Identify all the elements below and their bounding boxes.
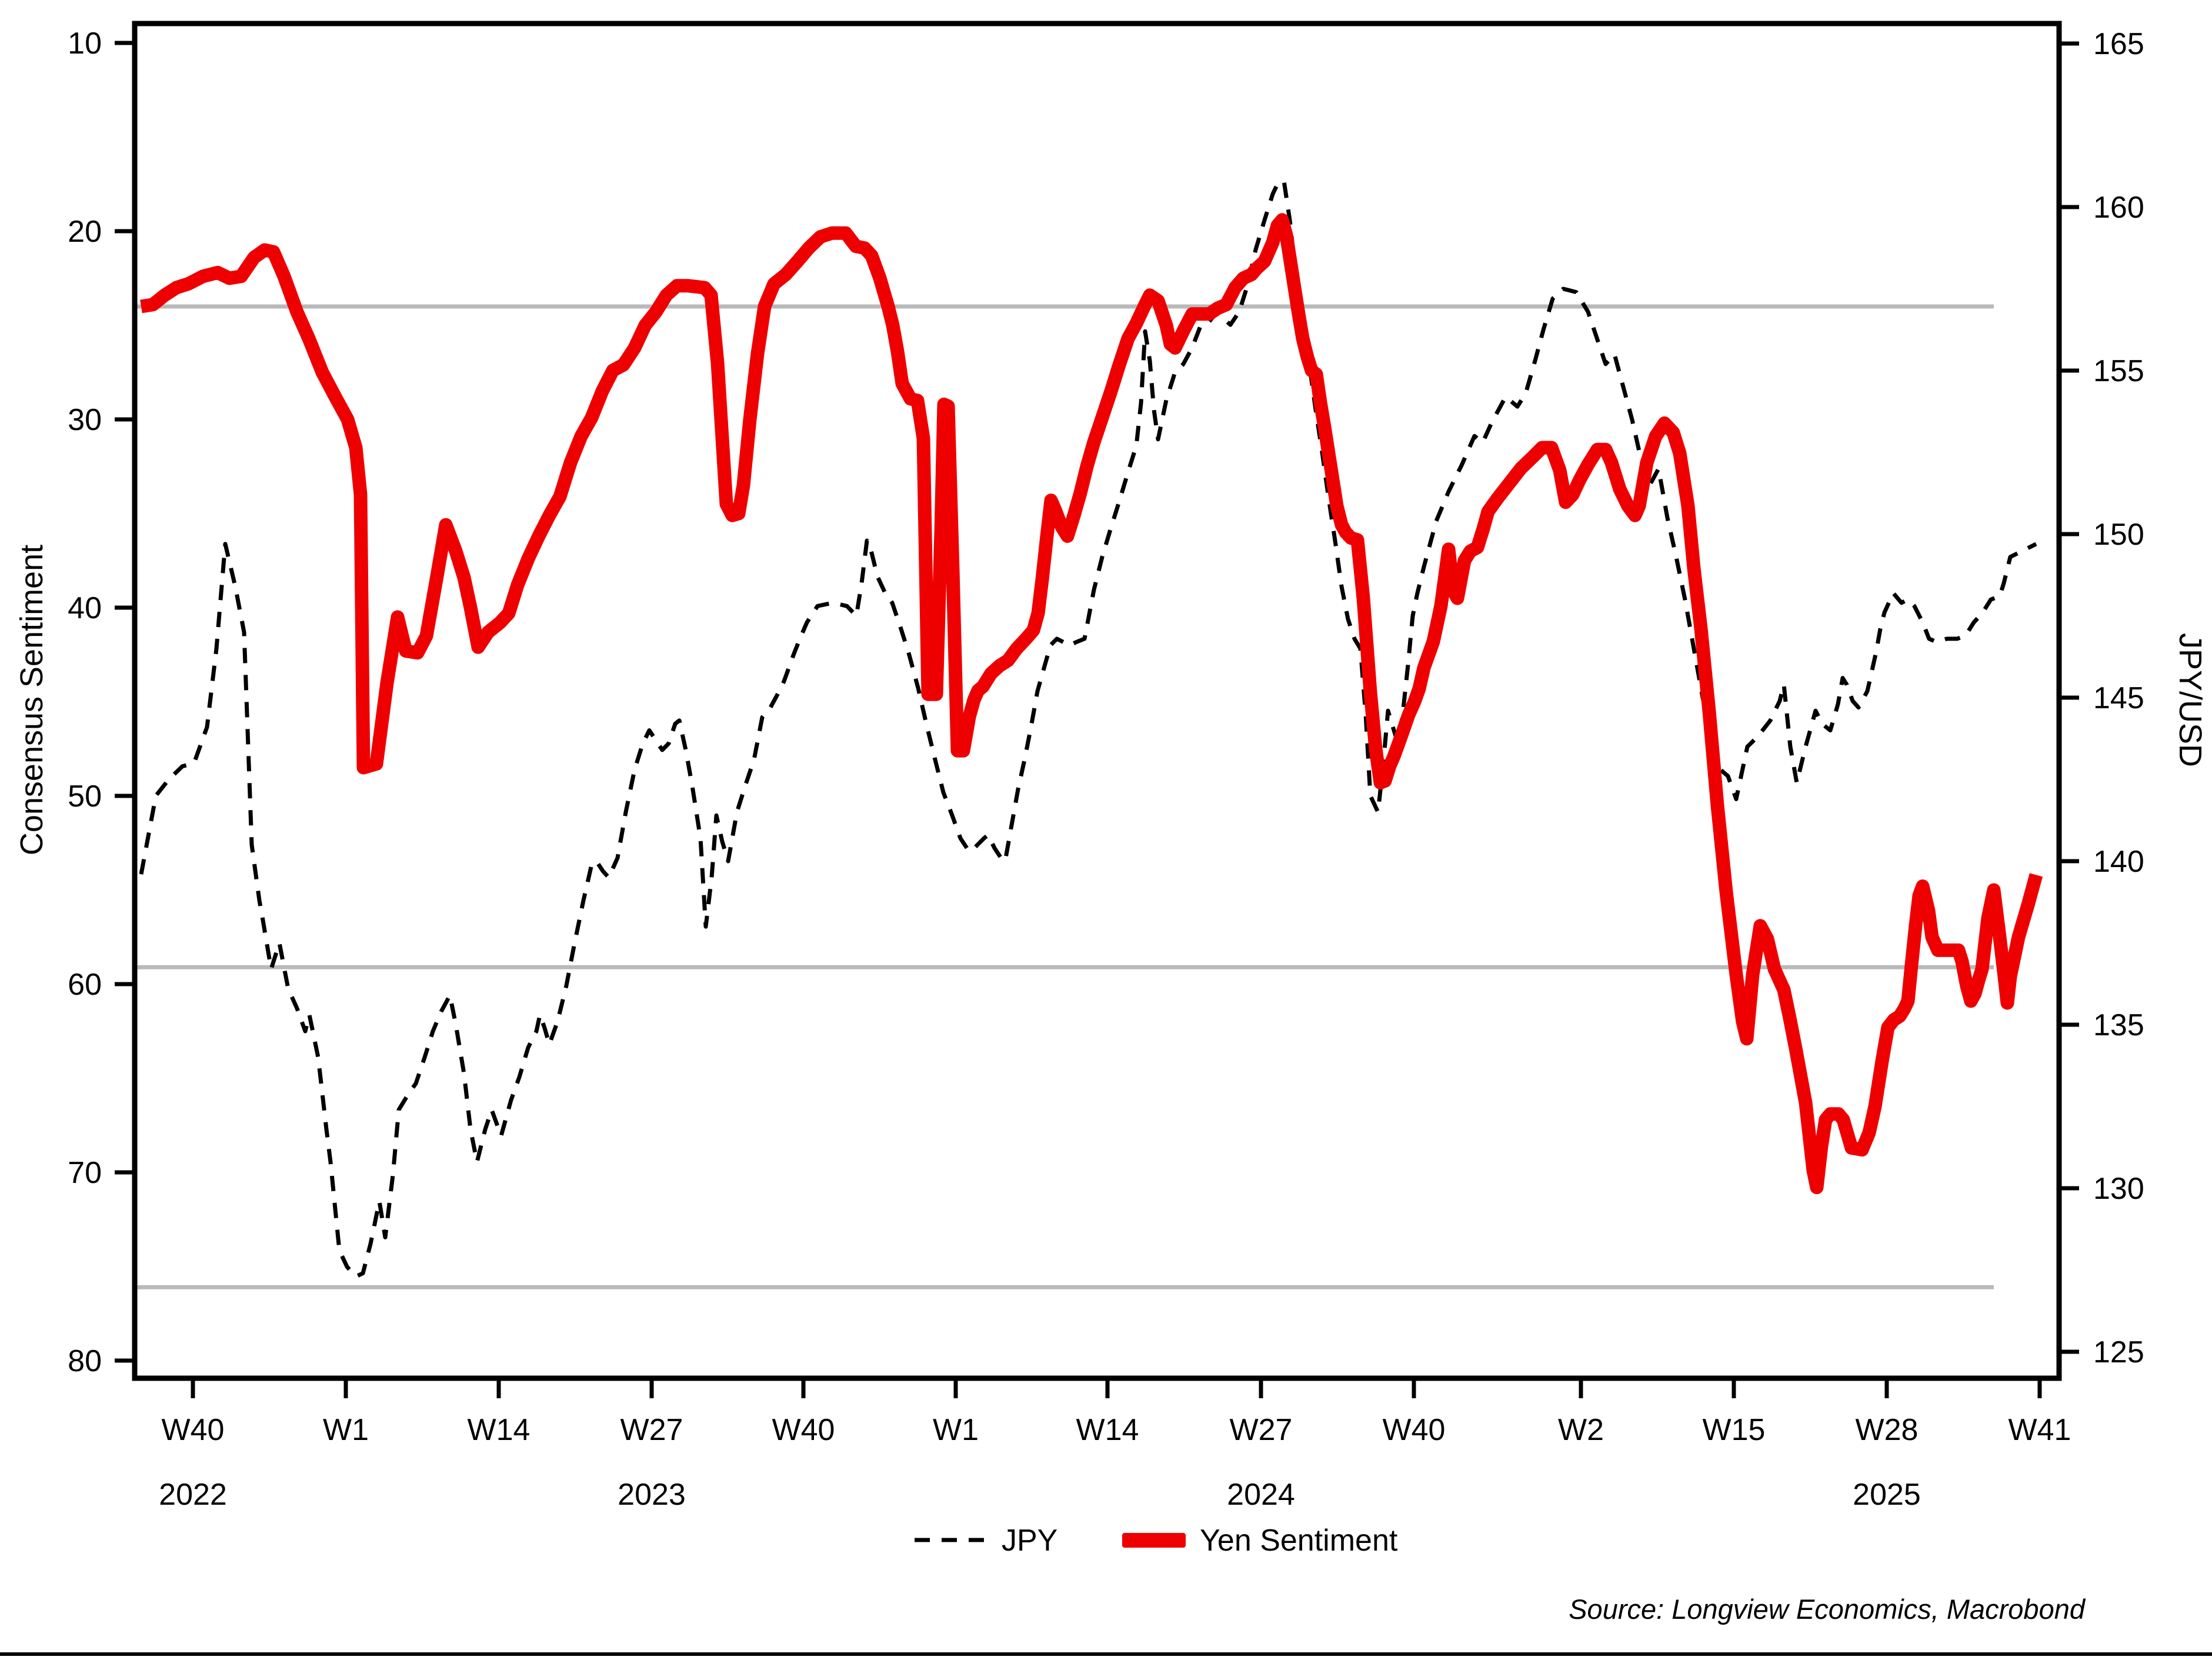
x-tick-label: W1 [323, 1413, 369, 1447]
x-tick-label: W27 [1230, 1413, 1293, 1447]
legend: JPY Yen Sentiment [915, 1524, 1398, 1558]
left-tick-label: 40 [68, 591, 102, 625]
series-yen-sentiment [140, 213, 2043, 1195]
legend-label-jpy: JPY [1002, 1524, 1057, 1558]
left-tick-label: 70 [68, 1156, 102, 1190]
x-tick-label: W41 [2009, 1413, 2071, 1447]
x-tick-label: W40 [772, 1413, 835, 1447]
right-tick-label: 130 [2093, 1172, 2144, 1206]
plot-border [132, 21, 2062, 1381]
x-tick-label: W14 [468, 1413, 531, 1447]
left-tick-label: 20 [68, 215, 102, 249]
right-tick-label: 155 [2093, 354, 2144, 388]
legend-label-yen-sentiment: Yen Sentiment [1200, 1524, 1398, 1558]
plot-frame [132, 21, 2062, 1381]
x-tick-label: W28 [1856, 1413, 1919, 1447]
x-tick-label: W1 [933, 1413, 979, 1447]
left-tick-label: 80 [68, 1344, 102, 1378]
right-tick-label: 135 [2093, 1008, 2144, 1042]
x-year-label: 2022 [159, 1478, 227, 1512]
right-tick-label: 160 [2093, 191, 2144, 225]
left-tick-label: 50 [68, 779, 102, 814]
series-jpy [139, 179, 2037, 1279]
series-lines [139, 179, 2043, 1279]
right-tick-label: 125 [2093, 1335, 2144, 1369]
x-tick-label: W40 [1383, 1413, 1446, 1447]
legend-item-yen-sentiment[interactable]: Yen Sentiment [1122, 1524, 1398, 1558]
right-tick-label: 150 [2093, 518, 2144, 552]
left-tick-label: 10 [68, 26, 102, 61]
x-year-label: 2025 [1853, 1478, 1921, 1512]
left-tick-label: 30 [68, 403, 102, 437]
left-axis-title: Consensus Sentiment [14, 545, 49, 855]
right-tick-label: 165 [2093, 27, 2144, 61]
sentiment-solid-line-sample [1122, 1533, 1186, 1548]
legend-item-jpy[interactable]: JPY [915, 1524, 1057, 1558]
source-note: Source: Longview Economics, Macrobond [1569, 1594, 2086, 1625]
right-tick-label: 140 [2093, 845, 2144, 879]
x-tick-label: W15 [1703, 1413, 1766, 1447]
x-tick-label: W40 [162, 1413, 225, 1447]
x-tick-label: W14 [1076, 1413, 1139, 1447]
axis-ticks-and-labels: 10 20 30 40 50 60 70 80 165 160 155 150 145 140 135 130… [68, 26, 2144, 1512]
x-tick-label: W2 [1558, 1413, 1604, 1447]
x-year-label: 2024 [1227, 1478, 1295, 1512]
x-tick-label: W27 [620, 1413, 683, 1447]
left-tick-label: 60 [68, 968, 102, 1002]
right-axis-title: JPY/USD [2173, 633, 2208, 767]
right-tick-label: 145 [2093, 681, 2144, 715]
x-year-label: 2023 [618, 1478, 686, 1512]
reference-lines [135, 304, 1994, 1289]
